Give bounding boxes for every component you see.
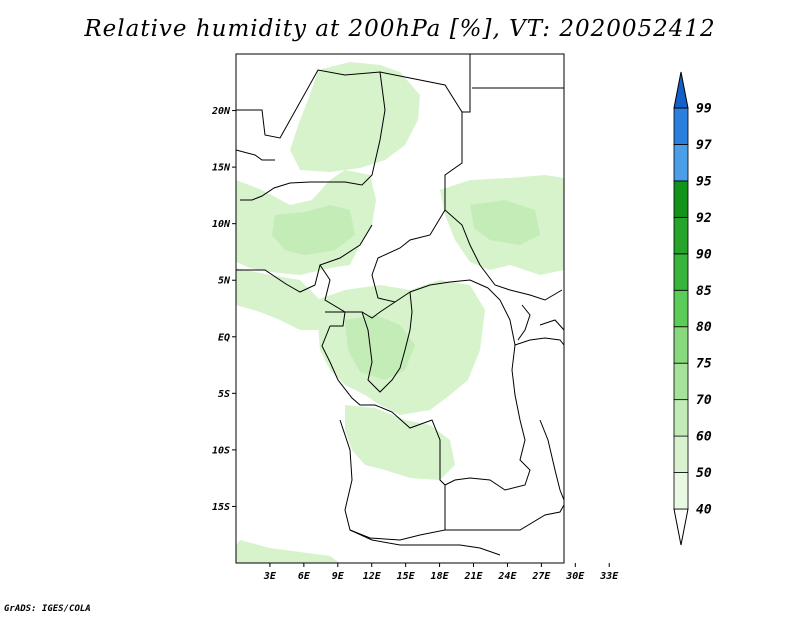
lon-tick-label: 30E — [565, 571, 585, 582]
lon-tick-label: 24E — [497, 571, 517, 582]
longitude-axis: 3E 6E 9E 12E 15E 18E 21E 24E 27E 30E 33E — [263, 563, 619, 582]
colorbar-level-label: 92 — [696, 211, 712, 226]
credit-label: GrADS: IGES/COLA — [4, 604, 91, 614]
latitude-axis: 20N 15N 10N 5N EQ 5S 10S 15S — [211, 106, 236, 513]
colorbar-legend: 40 50 60 70 75 80 85 90 92 95 97 99 — [673, 71, 712, 546]
border-line — [319, 264, 396, 319]
colorbar-level-label: 40 — [696, 503, 712, 518]
border-line — [325, 311, 346, 327]
border-line — [349, 529, 501, 556]
colorbar-segment — [673, 472, 689, 510]
lat-tick-label: 5S — [218, 389, 230, 400]
colorbar-level-label: 90 — [696, 247, 712, 262]
border-line — [539, 319, 565, 331]
humid-core-west — [272, 205, 355, 255]
map-frame — [235, 53, 565, 564]
border-line — [444, 209, 563, 301]
colorbar-segment — [673, 144, 689, 182]
border-line — [462, 54, 471, 113]
border-line — [236, 224, 373, 293]
colorbar-level-label: 80 — [696, 320, 712, 335]
border-line — [539, 419, 565, 501]
country-boundaries — [235, 54, 565, 556]
border-line — [235, 149, 275, 161]
colorbar-segment — [673, 289, 689, 328]
humid-region-north — [290, 62, 420, 172]
map-area — [236, 54, 564, 563]
lon-tick-label: 6E — [298, 571, 311, 582]
humidity-shading — [236, 62, 564, 563]
border-line — [444, 287, 531, 491]
lat-tick-label: 15N — [212, 163, 231, 174]
humid-region-south-coast — [236, 540, 340, 563]
colorbar-segment — [673, 399, 689, 437]
colorbar-level-label: 60 — [696, 430, 712, 445]
humid-core-northeast — [470, 200, 540, 245]
colorbar-level-label: 50 — [696, 466, 712, 481]
lat-tick-label: 10S — [212, 445, 230, 456]
humid-core-central — [345, 315, 415, 380]
lat-tick-label: 20N — [211, 106, 231, 117]
border-line — [371, 71, 463, 303]
lon-tick-label: 21E — [463, 571, 483, 582]
colorbar-level-label: 99 — [696, 102, 712, 117]
border-line — [361, 291, 413, 393]
lon-tick-label: 27E — [531, 571, 551, 582]
lat-tick-label: EQ — [218, 332, 230, 343]
colorbar-segment — [673, 435, 689, 473]
lat-tick-label: 5N — [218, 276, 231, 287]
border-line — [236, 69, 386, 201]
colorbar-segment — [673, 362, 689, 401]
border-line — [321, 325, 446, 541]
humid-region-gulf — [236, 268, 320, 330]
border-line — [409, 279, 489, 293]
lon-tick-label: 3E — [263, 571, 277, 582]
lon-tick-label: 33E — [599, 571, 619, 582]
colorbar-low-end — [673, 508, 689, 546]
colorbar-level-label: 97 — [696, 138, 712, 153]
humidity-shading-mid — [272, 200, 540, 380]
lon-tick-label: 18E — [431, 571, 450, 582]
lon-tick-label: 9E — [332, 571, 345, 582]
colorbar-segment — [673, 326, 689, 364]
border-line — [445, 504, 565, 531]
colorbar-level-label: 85 — [696, 284, 712, 299]
colorbar-level-label: 70 — [696, 393, 712, 408]
humid-region-angola — [345, 405, 455, 480]
lat-tick-label: 10N — [212, 219, 231, 230]
colorbar-high-end — [673, 71, 689, 109]
colorbar-segment — [673, 253, 689, 291]
colorbar-level-label: 95 — [696, 174, 712, 189]
border-line — [517, 304, 531, 341]
colorbar-segment — [673, 216, 689, 255]
colorbar-level-label: 75 — [696, 357, 712, 372]
lon-tick-label: 12E — [363, 571, 382, 582]
page-title: Relative humidity at 200hPa [%], VT: 202… — [84, 16, 716, 42]
border-line — [514, 337, 565, 346]
lon-tick-label: 15E — [397, 571, 416, 582]
lat-tick-label: 15S — [212, 502, 230, 513]
colorbar-segment — [673, 107, 689, 145]
colorbar-segment — [673, 180, 689, 218]
